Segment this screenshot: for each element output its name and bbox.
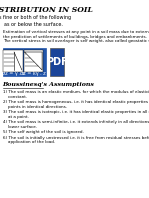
Text: 1) The soil mass is an elastic medium, for which the modulus of elasticity (E) i: 1) The soil mass is an elastic medium, f… (3, 90, 149, 99)
Bar (50, 48, 65, 76)
Bar (3, 50, 23, 72)
Text: σz = kγ . z: σz = kγ . z (20, 70, 46, 75)
Text: 6) The soil is initially unstressed i.e. it is free from residual stresses befor: 6) The soil is initially unstressed i.e.… (3, 135, 149, 144)
Text: PDF: PDF (46, 57, 68, 67)
Text: 3) The soil mass is isotropic, i.e. it has identical elastic properties in all d: 3) The soil mass is isotropic, i.e. it h… (3, 110, 149, 119)
Text: Boussinesq's Assumptions: Boussinesq's Assumptions (3, 82, 94, 87)
Text: 4) The soil mass is semi-infinite, i.e. it extends infinitely in all directions : 4) The soil mass is semi-infinite, i.e. … (3, 120, 149, 129)
Bar (24, 50, 43, 72)
Text: as fine or both of the following: as fine or both of the following (0, 15, 71, 20)
Text: 2) The soil mass is homogeneous, i.e. it has identical elastic properties at all: 2) The soil mass is homogeneous, i.e. it… (3, 100, 149, 109)
Text: Estimation of vertical stresses at any point in a soil mass due to external load: Estimation of vertical stresses at any p… (3, 30, 149, 43)
Bar (3, 48, 46, 76)
Text: as or below the surface.: as or below the surface. (4, 22, 63, 27)
Text: SS DISTRIBUTION IN SOIL: SS DISTRIBUTION IN SOIL (0, 6, 93, 14)
Text: 5) The self weight of the soil is ignored.: 5) The self weight of the soil is ignore… (3, 130, 83, 134)
Text: σz = γ . z: σz = γ . z (2, 70, 25, 75)
